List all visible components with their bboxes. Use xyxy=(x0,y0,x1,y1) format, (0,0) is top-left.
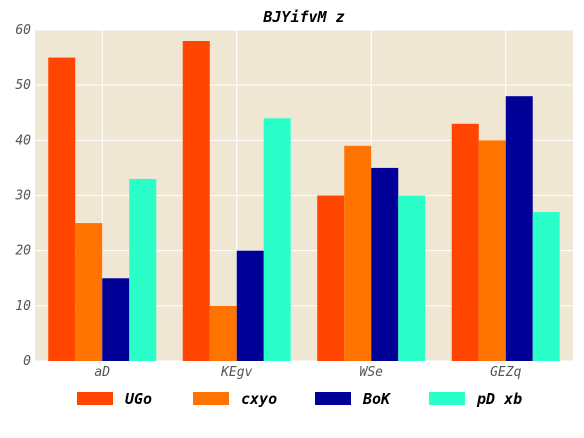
chart-title: BJYifvM z xyxy=(262,8,344,26)
bar-pd-xb-kegv xyxy=(263,118,291,362)
x-tick-label: WSe xyxy=(360,365,384,380)
bar-ugo-ad xyxy=(48,57,76,361)
bar-pd-xb-wse xyxy=(398,195,426,361)
bar-bok-ad xyxy=(102,278,130,361)
bar-pd-xb-ad xyxy=(129,178,157,361)
x-tick-label: GEZq xyxy=(490,365,521,380)
bar-cxyo-kegv xyxy=(209,305,237,361)
legend-label: UGo xyxy=(125,390,152,408)
x-axis-ticks: aD KEgv WSe GEZq xyxy=(94,365,521,380)
bar-ugo-wse xyxy=(317,195,345,361)
bar-cxyo-gezq xyxy=(478,140,506,361)
bar-ugo-kegv xyxy=(182,41,210,362)
legend-swatch xyxy=(429,392,465,405)
x-tick-label: KEgv xyxy=(220,365,252,380)
bar-bok-gezq xyxy=(505,96,533,361)
y-tick-label: 0 xyxy=(23,354,31,369)
y-tick-label: 30 xyxy=(14,189,31,204)
legend-label: BoK xyxy=(362,390,392,408)
legend-label: cxyo xyxy=(241,390,277,408)
y-tick-label: 10 xyxy=(15,299,31,314)
bar-cxyo-ad xyxy=(75,223,103,361)
legend: UGo cxyo BoK pD xb xyxy=(77,390,522,408)
y-axis-ticks: 0 10 20 30 40 50 60 xyxy=(14,23,31,369)
legend-swatch xyxy=(315,392,351,405)
legend-swatch xyxy=(193,392,229,405)
bar-ugo-gezq xyxy=(451,123,479,362)
bar-bok-kegv xyxy=(236,250,264,361)
y-tick-label: 50 xyxy=(15,78,31,93)
bars xyxy=(48,41,560,362)
legend-label: pD xb xyxy=(476,390,522,408)
bar-bok-wse xyxy=(371,167,399,361)
bar-pd-xb-gezq xyxy=(532,212,560,361)
y-tick-label: 40 xyxy=(15,133,31,148)
legend-swatch xyxy=(77,392,113,405)
x-tick-label: aD xyxy=(94,365,110,380)
bar-cxyo-wse xyxy=(344,145,372,361)
y-tick-label: 60 xyxy=(15,23,31,38)
y-tick-label: 20 xyxy=(15,244,31,259)
